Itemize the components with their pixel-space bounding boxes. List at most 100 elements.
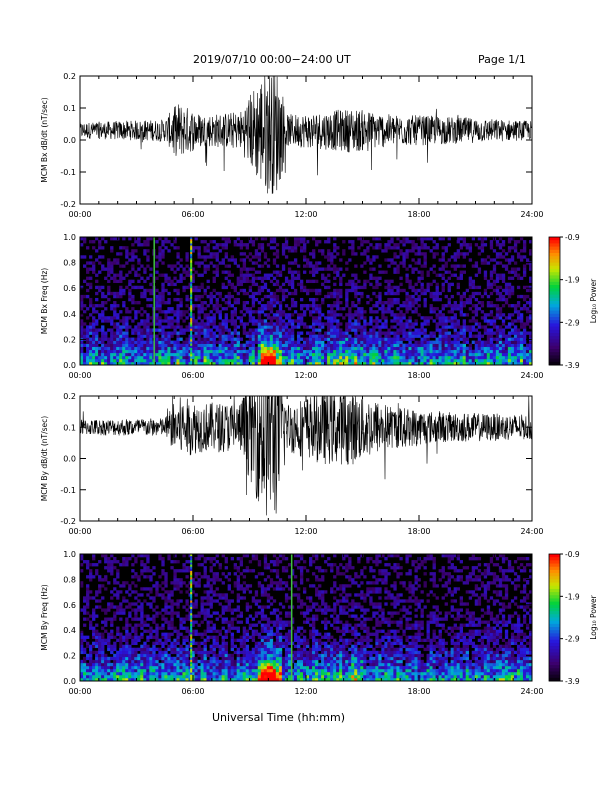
heatmap-cell bbox=[498, 255, 503, 259]
colorbar-swatch bbox=[549, 275, 560, 280]
heatmap-cell bbox=[173, 554, 177, 558]
heatmap-cell bbox=[149, 662, 153, 667]
heatmap-cell bbox=[396, 346, 400, 351]
heatmap-cell bbox=[221, 307, 225, 311]
heatmap-cell bbox=[324, 322, 328, 326]
heatmap-cell bbox=[462, 349, 466, 354]
heatmap-cell bbox=[101, 671, 105, 676]
heatmap-cell bbox=[167, 291, 171, 296]
heatmap-cell bbox=[284, 240, 289, 244]
heatmap-cell bbox=[519, 340, 524, 344]
heatmap-cell bbox=[134, 560, 138, 564]
heatmap-cell bbox=[462, 343, 466, 348]
heatmap-cell bbox=[462, 355, 466, 360]
heatmap-cell bbox=[167, 343, 171, 348]
heatmap-cell bbox=[185, 358, 189, 363]
heatmap-cell bbox=[278, 349, 283, 354]
heatmap-cell bbox=[137, 325, 141, 329]
heatmap-cell bbox=[125, 620, 129, 624]
heatmap-cell bbox=[318, 288, 322, 293]
heatmap-cell bbox=[101, 638, 105, 642]
heatmap-cell bbox=[272, 349, 277, 354]
heatmap-cell bbox=[477, 361, 482, 366]
heatmap-cell bbox=[227, 279, 231, 284]
heatmap-cell bbox=[125, 653, 129, 658]
heatmap-cell bbox=[345, 267, 349, 271]
heatmap-cell bbox=[315, 279, 319, 284]
heatmap-cell bbox=[498, 243, 503, 247]
heatmap-cell bbox=[336, 267, 340, 271]
colorbar-swatch bbox=[549, 326, 560, 331]
heatmap-cell bbox=[423, 301, 427, 305]
heatmap-cell bbox=[239, 288, 244, 293]
heatmap-cell bbox=[414, 355, 418, 360]
heatmap-cell bbox=[287, 267, 292, 271]
heatmap-cell bbox=[302, 288, 307, 293]
heatmap-cell bbox=[284, 331, 289, 335]
heatmap-cell bbox=[215, 297, 219, 302]
heatmap-cell bbox=[95, 593, 99, 597]
heatmap-cell bbox=[146, 677, 150, 682]
heatmap-cell bbox=[197, 328, 201, 332]
heatmap-cell bbox=[122, 340, 126, 344]
heatmap-cell bbox=[339, 267, 343, 271]
heatmap-cell bbox=[224, 349, 228, 354]
heatmap-cell bbox=[161, 358, 165, 363]
x-tick-label: 00:00 bbox=[68, 371, 91, 380]
heatmap-cell bbox=[296, 270, 301, 274]
heatmap-cell bbox=[393, 316, 397, 320]
heatmap-cell bbox=[372, 304, 376, 308]
heatmap-cell bbox=[510, 267, 515, 271]
heatmap-cell bbox=[504, 301, 509, 305]
heatmap-cell bbox=[113, 331, 117, 335]
heatmap-cell bbox=[309, 261, 313, 265]
heatmap-cell bbox=[200, 337, 204, 341]
heatmap-cell bbox=[167, 361, 171, 366]
heatmap-cell bbox=[176, 310, 180, 314]
heatmap-cell bbox=[101, 355, 105, 360]
heatmap-cell bbox=[281, 288, 286, 293]
heatmap-cell bbox=[203, 246, 207, 250]
heatmap-cell bbox=[432, 297, 436, 302]
heatmap-cell bbox=[516, 273, 521, 277]
heatmap-cell bbox=[215, 358, 219, 363]
heatmap-cell bbox=[390, 358, 394, 363]
heatmap-cell bbox=[438, 328, 442, 332]
heatmap-cell bbox=[119, 665, 123, 670]
heatmap-cell bbox=[357, 291, 361, 296]
heatmap-cell bbox=[155, 629, 159, 633]
heatmap-cell bbox=[495, 334, 500, 338]
heatmap-cell bbox=[176, 355, 180, 360]
heatmap-cell bbox=[339, 282, 343, 287]
heatmap-cell bbox=[369, 267, 373, 271]
heatmap-cell bbox=[459, 310, 463, 314]
heatmap-cell bbox=[182, 276, 186, 280]
heatmap-cell bbox=[384, 331, 388, 335]
heatmap-cell bbox=[339, 346, 343, 351]
heatmap-cell bbox=[131, 569, 135, 573]
heatmap-cell bbox=[233, 240, 237, 244]
heatmap-cell bbox=[152, 671, 156, 676]
heatmap-cell bbox=[143, 647, 147, 652]
heatmap-cell bbox=[143, 587, 147, 591]
heatmap-cell bbox=[245, 243, 250, 247]
heatmap-cell bbox=[483, 261, 488, 265]
heatmap-cell bbox=[402, 346, 406, 351]
heatmap-cell bbox=[107, 608, 111, 612]
heatmap-cell bbox=[302, 270, 307, 274]
heatmap-cell bbox=[122, 304, 126, 308]
heatmap-cell bbox=[321, 322, 325, 326]
heatmap-cell bbox=[408, 294, 412, 299]
heatmap-cell bbox=[299, 349, 304, 354]
heatmap-cell bbox=[408, 304, 412, 308]
heatmap-cell bbox=[125, 674, 129, 679]
heatmap-cell bbox=[528, 352, 533, 357]
heatmap-cell bbox=[158, 246, 162, 250]
heatmap-cell bbox=[125, 626, 129, 630]
heatmap-cell bbox=[423, 264, 427, 268]
heatmap-cell bbox=[447, 282, 451, 287]
heatmap-cell bbox=[146, 352, 150, 357]
y-tick-label: 0.2 bbox=[63, 72, 76, 81]
heatmap-cell bbox=[522, 331, 527, 335]
heatmap-cell bbox=[131, 297, 135, 302]
